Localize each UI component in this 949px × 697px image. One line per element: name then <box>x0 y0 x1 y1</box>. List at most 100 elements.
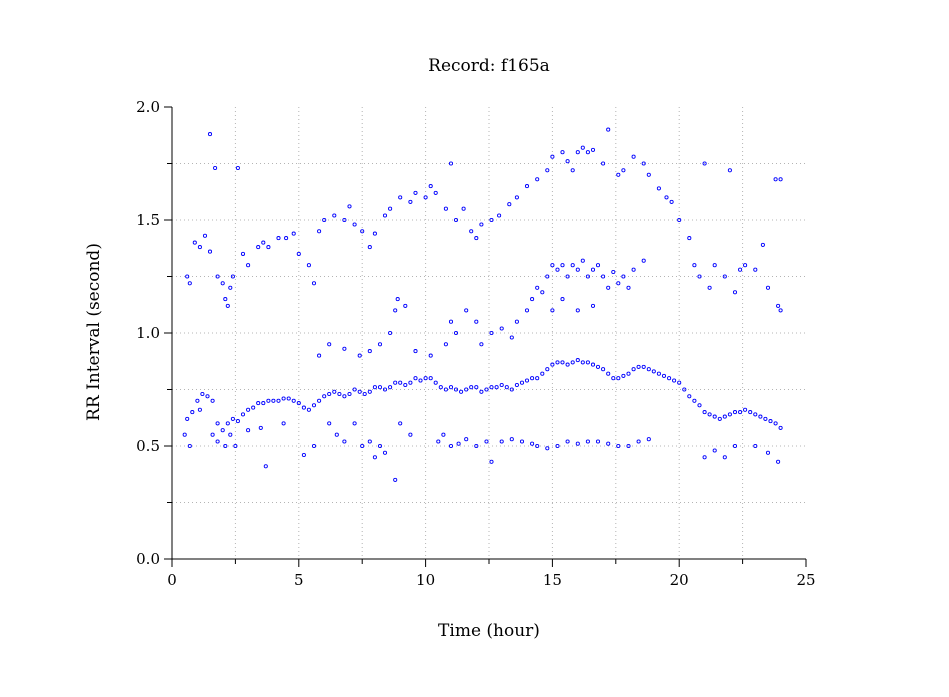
data-point <box>514 319 519 324</box>
data-point <box>570 263 575 268</box>
data-point <box>261 401 266 406</box>
data-point <box>322 217 327 223</box>
data-point <box>560 263 565 268</box>
data-point <box>382 387 388 392</box>
data-point <box>677 217 682 223</box>
data-point <box>626 443 631 449</box>
data-point <box>722 455 727 460</box>
data-point <box>646 437 651 442</box>
data-point <box>428 184 433 189</box>
data-point <box>687 394 692 399</box>
data-point <box>565 362 570 367</box>
data-point <box>474 385 479 390</box>
data-point <box>372 455 377 460</box>
data-point <box>555 443 560 449</box>
data-point <box>580 145 585 150</box>
data-point <box>311 403 317 408</box>
data-point <box>484 387 489 392</box>
y-axis-label: RR Interval (second) <box>84 243 104 421</box>
data-point <box>479 389 484 394</box>
data-point <box>342 346 347 351</box>
data-point <box>616 376 621 381</box>
data-point <box>215 274 220 279</box>
data-point <box>732 443 738 449</box>
data-point <box>570 168 575 173</box>
data-point <box>707 412 712 417</box>
data-point <box>545 168 550 173</box>
data-point <box>246 263 251 268</box>
data-point <box>509 335 514 340</box>
data-point <box>195 398 200 403</box>
data-point <box>776 303 781 308</box>
data-point <box>616 281 621 286</box>
data-point <box>707 285 712 290</box>
data-point <box>215 421 220 426</box>
data-point <box>524 184 530 189</box>
data-point <box>677 380 682 385</box>
data-point <box>595 263 601 268</box>
data-point <box>342 394 347 399</box>
data-point <box>464 308 469 313</box>
data-point <box>535 285 540 290</box>
data-point <box>347 391 352 397</box>
data-point <box>575 358 580 363</box>
data-point <box>646 172 651 177</box>
data-point <box>352 387 357 392</box>
data-point <box>443 387 448 392</box>
data-point <box>453 217 459 223</box>
data-point <box>479 342 484 347</box>
data-point <box>555 360 560 365</box>
data-point <box>393 308 398 313</box>
data-point <box>296 401 301 406</box>
data-point <box>398 380 403 385</box>
data-point <box>210 432 215 437</box>
data-point <box>692 263 697 268</box>
data-point <box>773 421 778 426</box>
data-point <box>334 432 339 437</box>
x-axis-label: Time (hour) <box>438 621 540 641</box>
data-point <box>743 407 748 412</box>
data-point <box>606 371 611 376</box>
data-point <box>595 364 601 369</box>
data-point <box>190 410 195 415</box>
data-point <box>256 245 261 250</box>
data-point <box>575 308 580 313</box>
x-tick-label: 0 <box>167 571 177 589</box>
data-point <box>291 398 296 403</box>
data-point <box>327 342 332 347</box>
data-point <box>327 421 332 426</box>
data-point <box>403 382 408 388</box>
data-point <box>636 364 641 369</box>
data-point <box>509 437 514 442</box>
data-point <box>306 263 311 268</box>
data-point <box>611 269 616 275</box>
data-point <box>469 385 474 390</box>
data-point <box>535 376 540 381</box>
data-point <box>246 407 251 412</box>
data-point <box>284 236 289 241</box>
data-point <box>311 443 317 449</box>
data-point <box>507 202 512 207</box>
data-point <box>626 371 631 376</box>
y-tick-label: 2.0 <box>136 98 160 116</box>
data-point <box>712 448 717 453</box>
data-point <box>360 443 365 449</box>
data-point <box>570 360 575 365</box>
data-point <box>281 421 286 426</box>
data-point <box>438 385 443 390</box>
data-point <box>301 452 306 458</box>
data-point <box>621 274 626 279</box>
data-point <box>456 441 461 446</box>
data-point <box>413 190 418 195</box>
data-point <box>765 285 771 290</box>
data-point <box>727 168 732 173</box>
data-point <box>276 236 281 241</box>
data-point <box>682 387 687 392</box>
data-point <box>722 414 727 419</box>
x-tick-label: 20 <box>670 571 689 589</box>
data-point <box>225 303 230 308</box>
data-point <box>436 439 441 444</box>
data-point <box>540 371 545 376</box>
data-point <box>504 385 509 390</box>
data-point <box>377 342 383 347</box>
